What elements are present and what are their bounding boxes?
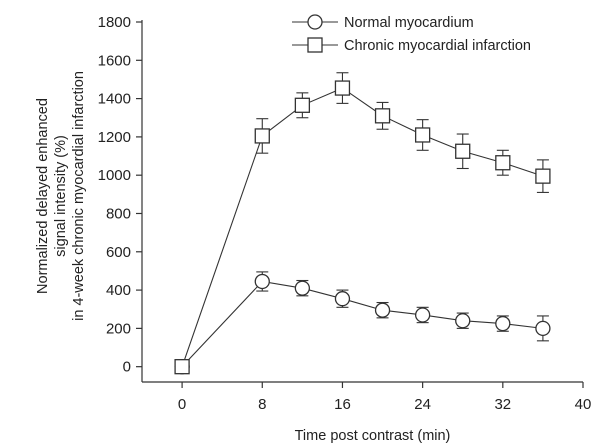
legend: Normal myocardium Chronic myocardial infa… xyxy=(292,14,531,54)
y-tick-label: 1000 xyxy=(98,167,131,184)
data-point xyxy=(374,108,391,124)
legend-item: Normal myocardium xyxy=(292,14,474,31)
data-point xyxy=(334,80,351,96)
data-point xyxy=(374,302,391,318)
legend-marker xyxy=(307,37,323,53)
data-point xyxy=(535,168,551,184)
data-point xyxy=(254,273,270,290)
x-tick-label: 40 xyxy=(575,396,592,413)
x-tick-label: 24 xyxy=(414,396,431,413)
y-tick-label: 1600 xyxy=(98,52,131,69)
y-tick-label: 1200 xyxy=(98,129,131,146)
y-axis-title-line: in 4-week chronic myocardial infarction xyxy=(71,71,87,321)
data-point xyxy=(294,280,311,296)
y-axis-title: Normalized delayed enhanced signal intens… xyxy=(35,71,87,321)
legend-marker xyxy=(307,14,323,30)
series-line xyxy=(181,280,543,368)
legend-item: Chronic myocardial infarction xyxy=(292,37,531,54)
data-point xyxy=(414,127,431,143)
x-tick-label: 0 xyxy=(178,396,186,413)
series-layer xyxy=(174,72,551,375)
data-point xyxy=(535,320,551,337)
y-axis-title-line: signal intensity (%) xyxy=(53,135,69,257)
series-line xyxy=(181,87,544,367)
y-tick-label: 1400 xyxy=(98,91,131,108)
series-2 xyxy=(174,72,551,375)
y-tick-label: 200 xyxy=(106,320,131,337)
x-tick-label: 16 xyxy=(334,396,351,413)
y-tick-label: 1800 xyxy=(98,14,131,31)
legend-label: Normal myocardium xyxy=(344,15,474,31)
y-tick-label: 800 xyxy=(106,205,131,222)
x-tick-label: 8 xyxy=(258,396,266,413)
x-tick-label: 32 xyxy=(494,396,511,413)
data-point xyxy=(495,315,511,332)
data-point xyxy=(294,97,311,113)
legend-label: Chronic myocardial infarction xyxy=(344,38,531,54)
axes: 0 8 16 24 32 40020040060080010001200140016001… xyxy=(98,14,592,413)
x-axis-title: Time post contrast (min) xyxy=(295,428,451,444)
series-1 xyxy=(174,271,551,375)
data-point xyxy=(334,291,351,307)
y-axis-title-line: Normalized delayed enhanced xyxy=(35,98,51,294)
data-point xyxy=(495,155,511,171)
data-point xyxy=(455,143,471,159)
data-point xyxy=(414,307,431,323)
y-tick-label: 400 xyxy=(106,282,131,299)
data-point xyxy=(254,128,270,144)
data-point xyxy=(174,359,190,375)
y-tick-label: 600 xyxy=(106,244,131,261)
data-point xyxy=(455,313,471,329)
y-tick-label: 0 xyxy=(123,359,131,376)
